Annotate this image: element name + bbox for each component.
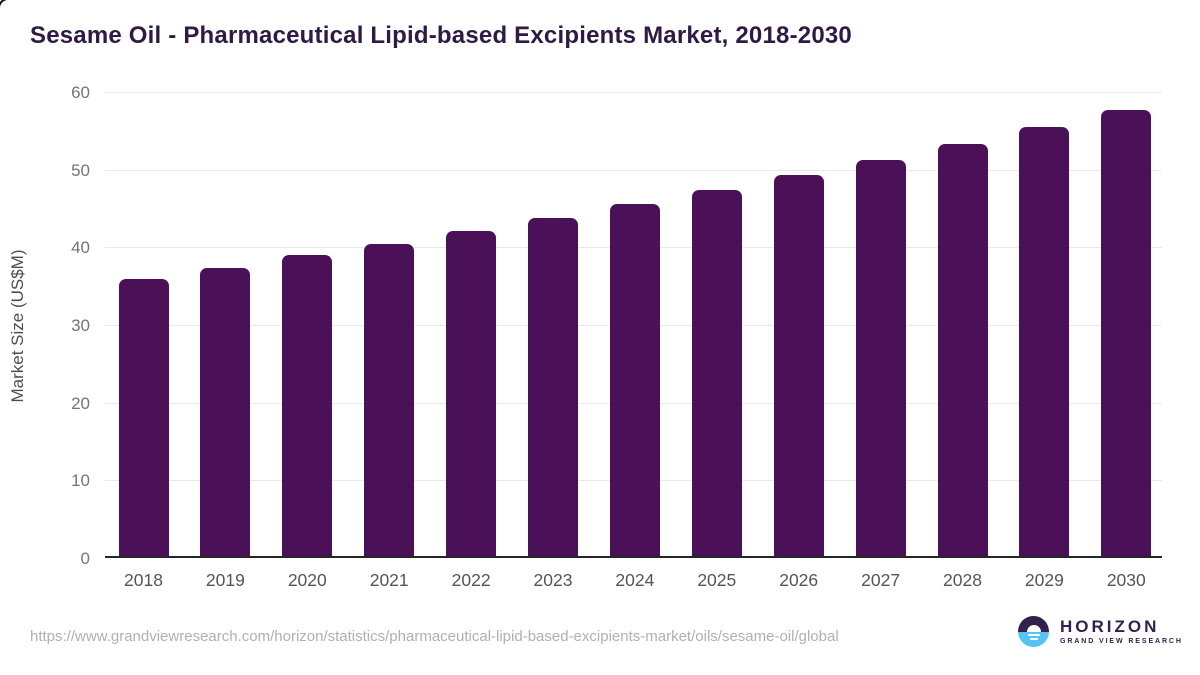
bar-2021[interactable] xyxy=(364,243,415,556)
chart-title: Sesame Oil - Pharmaceutical Lipid-based … xyxy=(30,22,852,49)
bar-2022[interactable] xyxy=(446,231,497,556)
gridline-60 xyxy=(105,92,1162,93)
logo-reflection-line xyxy=(1027,633,1040,636)
x-tick-label-2030: 2030 xyxy=(1106,570,1146,590)
y-axis-title: Market Size (US$M) xyxy=(8,249,27,403)
logo-tagline: GRAND VIEW RESEARCH xyxy=(1060,638,1183,645)
x-tick-label-2019: 2019 xyxy=(205,570,245,590)
bar-chart: Market Size (US$M) 0 10 20 30 40 50 60 2018 201… xyxy=(8,83,1162,590)
x-tick-label-2023: 2023 xyxy=(533,570,573,590)
x-tick-label-2024: 2024 xyxy=(615,570,655,590)
y-tick-label-50: 50 xyxy=(71,160,90,180)
bar-2028[interactable] xyxy=(937,143,988,556)
y-tick-label-0: 0 xyxy=(80,549,90,568)
bar-2030[interactable] xyxy=(1101,110,1152,556)
gridline-50 xyxy=(105,169,1162,171)
x-tick-label-2021: 2021 xyxy=(369,570,409,590)
logo-text: HORIZON GRAND VIEW RESEARCH xyxy=(1060,618,1183,645)
source-url: https://www.grandviewresearch.com/horizo… xyxy=(30,628,839,645)
bar-2024[interactable] xyxy=(609,204,660,556)
logo-reflection-line xyxy=(1029,637,1038,640)
x-tick-label-2028: 2028 xyxy=(943,570,982,590)
y-tick-label-60: 60 xyxy=(71,83,90,102)
x-tick-label-2022: 2022 xyxy=(451,570,491,590)
bar-2026[interactable] xyxy=(773,175,824,556)
horizon-sun-icon xyxy=(1018,616,1049,647)
bar-2029[interactable] xyxy=(1019,127,1070,556)
y-tick-label-30: 30 xyxy=(71,316,90,335)
x-tick-label-2027: 2027 xyxy=(861,570,901,590)
x-tick-label-2029: 2029 xyxy=(1024,570,1064,590)
plot-area[interactable] xyxy=(105,92,1162,558)
logo-name: HORIZON xyxy=(1060,617,1160,636)
bar-2019[interactable] xyxy=(200,267,251,556)
bar-2027[interactable] xyxy=(855,159,906,556)
horizon-logo: HORIZON GRAND VIEW RESEARCH xyxy=(1018,616,1183,647)
y-tick-label-40: 40 xyxy=(71,238,90,258)
x-tick-label-2020: 2020 xyxy=(287,570,327,590)
logo-sky-half xyxy=(1018,616,1049,632)
x-tick-label-2026: 2026 xyxy=(779,570,819,590)
bar-2023[interactable] xyxy=(528,218,578,556)
logo-sun-glyph xyxy=(1026,624,1041,632)
bar-2020[interactable] xyxy=(282,255,333,556)
y-tick-label-20: 20 xyxy=(71,393,90,413)
bar-2018[interactable] xyxy=(118,278,169,556)
bar-2025[interactable] xyxy=(691,190,742,556)
x-tick-label-2018: 2018 xyxy=(124,570,163,590)
y-tick-label-10: 10 xyxy=(71,471,90,491)
x-tick-label-2025: 2025 xyxy=(697,570,737,590)
